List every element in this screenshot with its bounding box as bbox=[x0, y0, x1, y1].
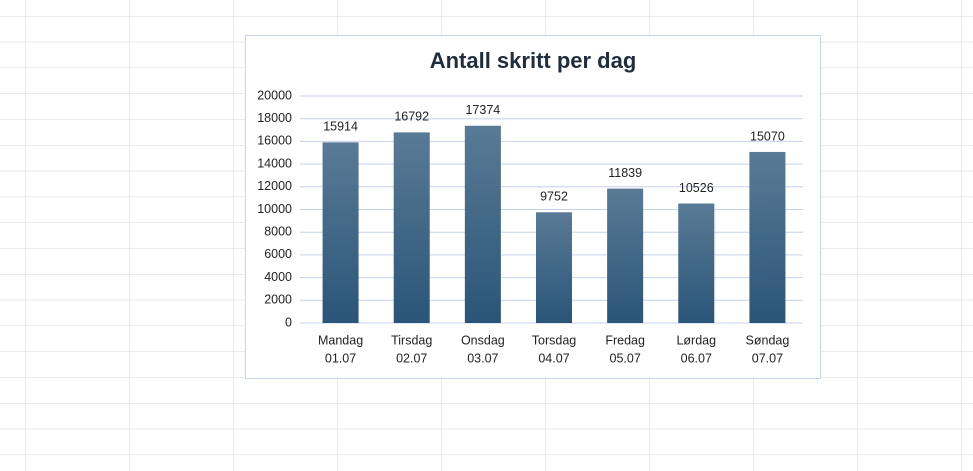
y-tick-label: 0 bbox=[285, 315, 292, 329]
x-tick-label: 02.07 bbox=[396, 351, 427, 365]
data-label: 11839 bbox=[608, 166, 642, 180]
x-tick-label: 04.07 bbox=[538, 351, 569, 365]
data-label: 17374 bbox=[465, 103, 500, 117]
bar-shade bbox=[322, 142, 359, 323]
x-tick-label: Mandag bbox=[318, 333, 363, 347]
data-label: 15070 bbox=[750, 129, 785, 143]
x-tick-label: 01.07 bbox=[325, 351, 356, 365]
x-tick-label: Lørdag bbox=[676, 333, 716, 347]
x-tick-label: Søndag bbox=[746, 333, 790, 347]
x-tick-label: 06.07 bbox=[681, 351, 712, 365]
y-tick-label: 2000 bbox=[264, 293, 292, 307]
x-tick-label: 05.07 bbox=[610, 351, 641, 365]
x-tick-label: Fredag bbox=[605, 333, 645, 347]
bar-shade bbox=[464, 125, 501, 323]
x-tick-label: Torsdag bbox=[532, 333, 577, 347]
x-tick-label: Tirsdag bbox=[391, 333, 432, 347]
data-label: 15914 bbox=[323, 120, 358, 134]
data-label: 10526 bbox=[679, 181, 714, 195]
y-tick-label: 8000 bbox=[264, 224, 292, 238]
x-tick-label: Onsdag bbox=[461, 333, 505, 347]
bar-shade bbox=[393, 132, 430, 323]
data-label: 9752 bbox=[540, 190, 568, 204]
y-tick-label: 14000 bbox=[257, 156, 292, 170]
data-label: 16792 bbox=[394, 110, 429, 124]
y-tick-label: 10000 bbox=[257, 202, 292, 216]
bar-shade bbox=[607, 188, 644, 323]
y-tick-label: 16000 bbox=[257, 134, 292, 148]
y-tick-label: 12000 bbox=[257, 179, 292, 193]
x-tick-label: 07.07 bbox=[752, 351, 783, 365]
bar-shade bbox=[678, 203, 715, 323]
y-tick-label: 4000 bbox=[264, 270, 292, 284]
y-tick-label: 6000 bbox=[264, 247, 292, 261]
chart-title: Antall skritt per dag bbox=[430, 48, 637, 73]
bar-shade bbox=[536, 212, 572, 323]
bar-shade bbox=[749, 151, 786, 323]
y-tick-label: 20000 bbox=[257, 88, 292, 102]
x-tick-label: 03.07 bbox=[467, 351, 498, 365]
y-tick-label: 18000 bbox=[257, 111, 292, 125]
